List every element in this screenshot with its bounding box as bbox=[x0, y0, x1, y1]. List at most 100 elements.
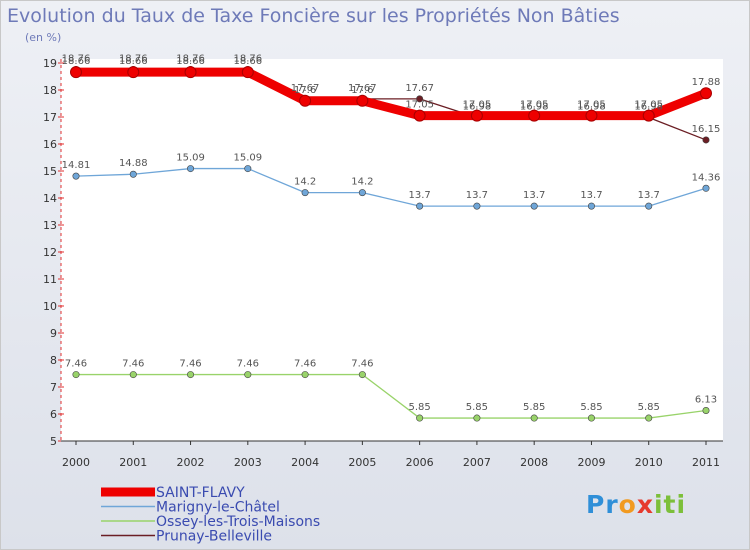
data-point-ossey-les-trois-maisons bbox=[473, 414, 481, 422]
y-tick-label: 15 bbox=[43, 165, 57, 178]
data-point-saint-flavy bbox=[127, 66, 140, 79]
x-tick-label: 2000 bbox=[62, 456, 90, 469]
data-label-ossey-les-trois-maisons: 6.13 bbox=[695, 394, 717, 405]
data-point-marigny-le-chatel bbox=[530, 202, 538, 210]
data-label-ossey-les-trois-maisons: 7.46 bbox=[122, 359, 144, 370]
x-tick-label: 2001 bbox=[119, 456, 147, 469]
data-point-saint-flavy bbox=[184, 66, 197, 79]
data-label-ossey-les-trois-maisons: 7.46 bbox=[351, 359, 373, 370]
x-tick-label: 2003 bbox=[234, 456, 262, 469]
data-label-ossey-les-trois-maisons: 7.46 bbox=[179, 359, 201, 370]
data-point-ossey-les-trois-maisons bbox=[244, 371, 252, 379]
data-label-saint-flavy: 17.05 bbox=[405, 100, 434, 111]
data-point-saint-flavy bbox=[470, 109, 483, 122]
data-point-marigny-le-chatel bbox=[587, 202, 595, 210]
legend-label-ossey-les-trois-maisons: Ossey-les-Trois-Maisons bbox=[156, 514, 320, 530]
data-label-saint-flavy: 17.05 bbox=[577, 100, 606, 111]
y-tick-label: 17 bbox=[43, 111, 57, 124]
data-label-ossey-les-trois-maisons: 5.85 bbox=[638, 402, 660, 413]
data-label-prunay-belleville: 16.98 bbox=[577, 102, 606, 113]
x-tick-label: 2006 bbox=[406, 456, 434, 469]
x-tick-label: 2009 bbox=[577, 456, 605, 469]
data-label-ossey-les-trois-maisons: 5.85 bbox=[409, 402, 431, 413]
data-label-saint-flavy: 17.88 bbox=[692, 77, 721, 88]
series-line-saint-flavy bbox=[71, 67, 711, 121]
data-point-saint-flavy bbox=[585, 109, 598, 122]
data-label-prunay-belleville: 17.67 bbox=[405, 83, 434, 94]
data-point-marigny-le-chatel bbox=[187, 165, 195, 173]
y-tick-label: 12 bbox=[43, 246, 57, 259]
data-label-marigny-le-chatel: 14.36 bbox=[692, 172, 721, 183]
data-point-ossey-les-trois-maisons bbox=[416, 414, 424, 422]
data-point-saint-flavy bbox=[241, 66, 254, 79]
x-tick-label: 2002 bbox=[177, 456, 205, 469]
data-label-marigny-le-chatel: 14.2 bbox=[294, 177, 316, 188]
chart-title: Evolution du Taux de Taxe Foncière sur l… bbox=[7, 5, 620, 27]
plot-area bbox=[61, 59, 723, 441]
y-tick-label: 11 bbox=[43, 273, 57, 286]
y-tick-label: 18 bbox=[43, 84, 57, 97]
data-label-marigny-le-chatel: 15.09 bbox=[176, 153, 205, 164]
data-point-marigny-le-chatel bbox=[473, 202, 481, 210]
series-line-marigny-le-chatel bbox=[75, 167, 707, 207]
data-label-marigny-le-chatel: 13.7 bbox=[580, 190, 602, 201]
data-point-saint-flavy bbox=[642, 109, 655, 122]
data-label-ossey-les-trois-maisons: 5.85 bbox=[466, 402, 488, 413]
data-label-prunay-belleville: 16.98 bbox=[634, 102, 663, 113]
data-label-marigny-le-chatel: 15.09 bbox=[233, 153, 262, 164]
data-label-prunay-belleville: 18.76 bbox=[176, 53, 205, 64]
y-tick-label: 13 bbox=[43, 219, 57, 232]
x-tick-label: 2010 bbox=[635, 456, 663, 469]
data-point-saint-flavy bbox=[299, 94, 312, 107]
data-point-ossey-les-trois-maisons bbox=[301, 371, 309, 379]
data-label-prunay-belleville: 16.15 bbox=[692, 124, 721, 135]
data-label-saint-flavy: 18.66 bbox=[62, 56, 91, 67]
data-label-prunay-belleville: 18.76 bbox=[119, 53, 148, 64]
data-label-marigny-le-chatel: 13.7 bbox=[638, 190, 660, 201]
data-label-prunay-belleville: 16.98 bbox=[520, 102, 549, 113]
data-point-saint-flavy bbox=[70, 66, 82, 79]
data-label-saint-flavy: 17.6 bbox=[351, 85, 373, 96]
data-point-saint-flavy bbox=[356, 94, 369, 107]
data-point-marigny-le-chatel bbox=[129, 170, 137, 178]
data-point-marigny-le-chatel bbox=[702, 184, 710, 192]
data-point-saint-flavy bbox=[700, 87, 712, 100]
data-label-saint-flavy: 17.05 bbox=[634, 100, 663, 111]
data-point-ossey-les-trois-maisons bbox=[129, 371, 137, 379]
data-point-marigny-le-chatel bbox=[72, 172, 80, 180]
data-point-ossey-les-trois-maisons bbox=[587, 414, 595, 422]
legend-label-saint-flavy: SAINT-FLAVY bbox=[156, 485, 245, 501]
data-label-saint-flavy: 17.05 bbox=[520, 100, 549, 111]
data-label-prunay-belleville: 17.67 bbox=[348, 83, 377, 94]
data-point-ossey-les-trois-maisons bbox=[358, 371, 366, 379]
data-point-ossey-les-trois-maisons bbox=[72, 371, 80, 379]
data-label-ossey-les-trois-maisons: 7.46 bbox=[65, 359, 87, 370]
x-tick-label: 2007 bbox=[463, 456, 491, 469]
series-line-ossey-les-trois-maisons bbox=[75, 373, 707, 419]
data-label-prunay-belleville: 18.76 bbox=[62, 53, 91, 64]
data-point-saint-flavy bbox=[528, 109, 541, 122]
data-point-marigny-le-chatel bbox=[645, 202, 653, 210]
y-tick-label: 7 bbox=[50, 381, 57, 394]
data-point-ossey-les-trois-maisons bbox=[530, 414, 538, 422]
unit-label: (en %) bbox=[25, 31, 62, 44]
data-label-saint-flavy: 17.6 bbox=[294, 85, 316, 96]
data-label-marigny-le-chatel: 13.7 bbox=[523, 190, 545, 201]
data-point-prunay-belleville bbox=[702, 136, 710, 144]
data-point-ossey-les-trois-maisons bbox=[702, 406, 710, 414]
data-point-ossey-les-trois-maisons bbox=[187, 371, 195, 379]
x-tick-label: 2004 bbox=[291, 456, 319, 469]
data-label-ossey-les-trois-maisons: 7.46 bbox=[237, 359, 259, 370]
data-point-ossey-les-trois-maisons bbox=[645, 414, 653, 422]
legend-label-marigny-le-chatel: Marigny-le-Châtel bbox=[156, 500, 280, 516]
data-point-marigny-le-chatel bbox=[416, 202, 424, 210]
data-label-marigny-le-chatel: 14.2 bbox=[351, 177, 373, 188]
data-label-ossey-les-trois-maisons: 5.85 bbox=[580, 402, 602, 413]
data-label-ossey-les-trois-maisons: 7.46 bbox=[294, 359, 316, 370]
proxiti-logo: Proxiti bbox=[586, 490, 687, 519]
x-tick-label: 2005 bbox=[348, 456, 376, 469]
y-tick-label: 14 bbox=[43, 192, 57, 205]
y-tick-label: 6 bbox=[50, 408, 57, 421]
